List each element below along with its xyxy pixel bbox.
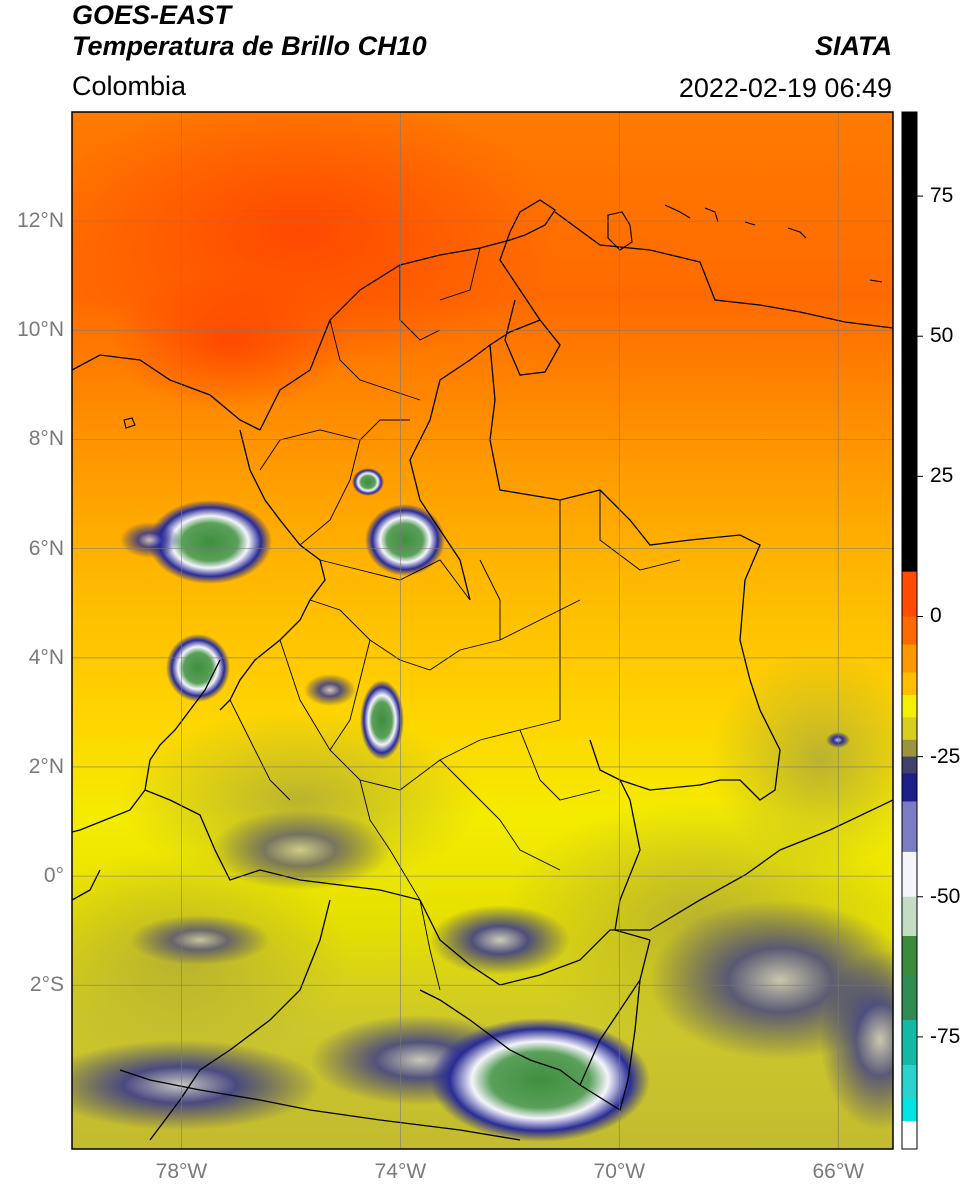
colorbar [902,112,917,1150]
lon-tick-label: 78°W [155,1160,208,1183]
colorbar-tick-label: 75 [930,184,954,208]
lon-tick-label: 70°W [593,1160,646,1183]
lat-tick-label: 10°N [17,318,64,342]
lat-tick-label: 4°N [28,645,64,669]
colorbar-segment-0 [902,112,917,573]
colorbar-segment-17 [902,1098,917,1122]
colorbar-segment-11 [902,851,917,898]
lat-tick-label: 0° [43,864,64,888]
colorbar-segment-9 [902,773,917,802]
satellite-title: GOES-EAST [72,0,232,30]
colorbar-segment-15 [902,1020,917,1066]
colorbar-tick-label: 0 [930,604,942,628]
colorbar-segment-13 [902,935,917,976]
country-borders [72,199,893,1141]
colorbar-segment-16 [902,1064,917,1100]
colorbar-tick-label: -50 [930,884,961,908]
colorbar-segment-14 [902,975,917,1021]
product-title: Temperatura de Brillo CH10 [72,31,427,61]
colorbar-segment-12 [902,896,917,937]
colorbar-segment-7 [902,739,917,758]
colorbar-segment-4 [902,672,917,696]
map-frame [71,111,894,1150]
colorbar-segment-8 [902,756,917,774]
colorbar-frame [901,111,918,1150]
satellite-image [72,112,893,1149]
colorbar-ticks [917,195,923,1038]
region-label: Colombia [72,71,187,101]
lat-tick-label: 2°S [29,973,64,997]
datetime-label: 2022-02-19 06:49 [678,73,892,103]
lat-tick-label: 2°N [28,754,64,778]
colorbar-segment-3 [902,644,917,674]
colorbar-tick-label: -75 [930,1024,961,1048]
colorbar-segment-2 [902,616,917,646]
colorbar-segment-10 [902,801,917,853]
colorbar-segment-18 [902,1120,917,1150]
colorbar-tick-label: 50 [930,324,954,348]
colorbar-segment-5 [902,694,917,718]
graticule [72,112,893,1149]
colorbar-segment-6 [902,717,917,741]
lat-tick-label: 12°N [17,209,64,233]
colorbar-tick-label: 25 [930,464,954,488]
lat-tick-label: 6°N [28,536,64,560]
colorbar-tick-label: -25 [930,744,961,768]
lon-tick-label: 74°W [374,1160,427,1183]
lon-tick-label: 66°W [812,1160,865,1183]
colorbar-segment-1 [902,571,917,617]
islands [123,204,883,429]
source-label: SIATA [815,31,892,61]
lat-tick-label: 8°N [28,427,64,451]
